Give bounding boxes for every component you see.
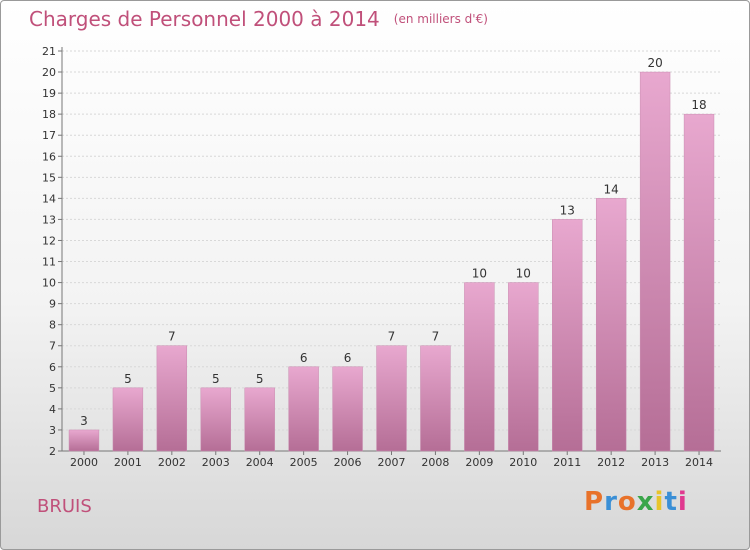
bar-2001 [112, 387, 144, 452]
y-tick-label: 21 [42, 45, 56, 58]
y-tick-label: 5 [49, 382, 56, 395]
value-label: 7 [388, 330, 396, 344]
bar-2008 [420, 345, 451, 452]
bar-2012 [595, 198, 627, 452]
value-label: 10 [516, 267, 531, 281]
value-label: 5 [256, 372, 264, 386]
value-label: 6 [300, 351, 308, 365]
value-label: 14 [604, 182, 619, 196]
y-tick-label: 19 [42, 87, 56, 100]
bar-2003 [200, 387, 231, 452]
y-tick-label: 10 [42, 277, 56, 290]
value-label: 7 [168, 330, 176, 344]
value-label: 20 [647, 56, 662, 70]
x-tick-label: 2013 [641, 456, 669, 469]
y-tick-label: 20 [42, 66, 56, 79]
value-label: 13 [560, 203, 575, 217]
y-tick-label: 16 [42, 150, 56, 163]
logo-letter: P [584, 487, 605, 517]
logo-letter: t [664, 487, 678, 517]
y-tick-label: 3 [49, 424, 56, 437]
y-tick-label: 11 [42, 256, 56, 269]
value-label: 6 [344, 351, 352, 365]
commune-name: BRUIS [37, 496, 92, 517]
y-tick-label: 12 [42, 234, 56, 247]
bar-2009 [464, 282, 495, 452]
x-tick-label: 2014 [685, 456, 713, 469]
y-tick-label: 6 [49, 361, 56, 374]
bar-2013 [639, 71, 671, 452]
x-tick-label: 2008 [421, 456, 449, 469]
bar-2007 [376, 345, 407, 452]
y-tick-label: 4 [49, 403, 56, 416]
bar-2014 [683, 113, 715, 452]
bars [68, 71, 715, 452]
chart-title: Charges de Personnel 2000 à 2014 (en mill… [29, 7, 488, 31]
x-tick-label: 2009 [465, 456, 493, 469]
x-tick-label: 2002 [158, 456, 186, 469]
logo-letter: i [654, 487, 665, 517]
y-tick-label: 18 [42, 108, 56, 121]
logo-letter: o [617, 487, 637, 517]
x-tick-label: 2000 [70, 456, 98, 469]
chart-title-text: Charges de Personnel 2000 à 2014 [29, 7, 380, 31]
x-tick-labels: 2000 2001 2002 2003 2004 2005 2006 2007 2008 2009… [70, 456, 713, 469]
x-tick-label: 2006 [334, 456, 362, 469]
x-tick-label: 2010 [509, 456, 537, 469]
bar-2011 [552, 219, 583, 452]
x-tick-label: 2003 [202, 456, 230, 469]
bar-2010 [508, 282, 539, 452]
logo-letter: i [677, 487, 688, 517]
logo-letter: x [636, 487, 655, 517]
x-tick-label: 2007 [378, 456, 406, 469]
y-tick-label: 8 [49, 319, 56, 332]
value-labels: 3 5 7 5 5 6 6 7 7 10 10 13 14 20 18 [80, 56, 707, 428]
x-tick-label: 2001 [114, 456, 142, 469]
bar-2002 [156, 345, 188, 452]
logo-letter: r [604, 487, 618, 517]
bar-2000 [68, 429, 100, 452]
y-tick-label: 9 [49, 298, 56, 311]
value-label: 10 [472, 267, 487, 281]
value-label: 18 [691, 98, 706, 112]
y-tick-label: 15 [42, 171, 56, 184]
x-tick-label: 2012 [597, 456, 625, 469]
bar-2004 [244, 387, 275, 452]
x-tick-label: 2011 [553, 456, 581, 469]
bar-2006 [332, 366, 363, 452]
value-label: 5 [124, 372, 132, 386]
proxiti-logo: Proxiti [584, 487, 688, 517]
y-tick-label: 17 [42, 129, 56, 142]
x-tick-label: 2005 [290, 456, 318, 469]
y-tick-label: 2 [49, 445, 56, 458]
y-tick-label: 7 [49, 340, 56, 353]
x-tick-label: 2004 [246, 456, 274, 469]
y-tick-label: 14 [42, 192, 56, 205]
y-tick-label: 13 [42, 213, 56, 226]
chart-subtitle: (en milliers d'€) [393, 12, 488, 26]
value-label: 5 [212, 372, 220, 386]
value-label: 7 [432, 330, 440, 344]
y-tick-labels: 2 3 4 5 6 7 8 9 10 11 12 13 14 15 16 17 18 19 20 21 [42, 45, 56, 458]
bar-2005 [288, 366, 319, 452]
value-label: 3 [80, 414, 88, 428]
